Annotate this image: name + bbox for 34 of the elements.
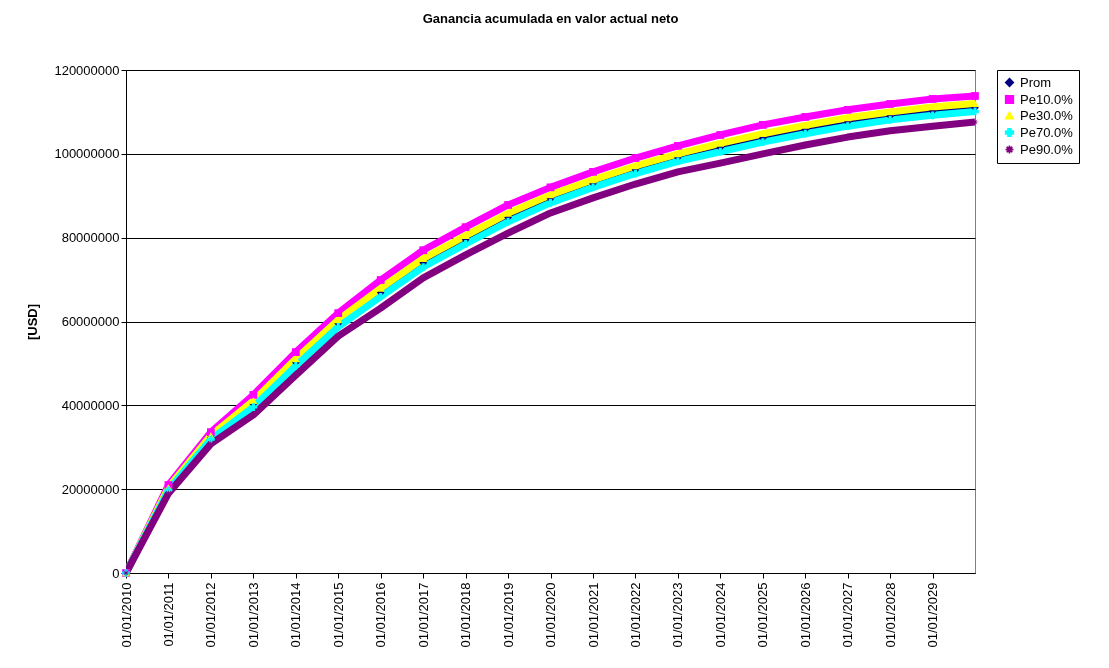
x-tick-label: 01/01/2025 — [755, 582, 771, 648]
y-tick-label: 60000000 — [61, 314, 120, 329]
legend-label: Pe30.0% — [1020, 107, 1074, 123]
x-tick-label: 01/01/2013 — [245, 582, 261, 648]
x-tick-label: 01/01/2019 — [500, 582, 516, 648]
y-axis-title: [USD] — [25, 303, 41, 341]
x-tick-label: 01/01/2029 — [925, 582, 941, 648]
legend-label: Pe90.0% — [1020, 141, 1074, 157]
chart-title: Ganancia acumulada en valor actual neto — [422, 11, 679, 26]
x-tick-label: 01/01/2015 — [330, 582, 346, 648]
x-tick-label: 01/01/2020 — [543, 582, 558, 648]
legend-label: Prom — [1020, 74, 1052, 90]
x-tick-label: 01/01/2017 — [415, 582, 431, 648]
x-tick-label: 01/01/2023 — [670, 582, 686, 648]
y-tick-label: 20000000 — [61, 481, 120, 497]
x-tick-label: 01/01/2028 — [882, 582, 898, 648]
x-tick-label: 01/01/2011 — [160, 582, 176, 647]
y-tick-label: 120000000 — [54, 62, 120, 78]
x-tick-label: 01/01/2012 — [203, 582, 219, 648]
x-tick-label: 01/01/2016 — [373, 582, 389, 648]
legend-label: Pe70.0% — [1020, 124, 1074, 140]
x-tick-label: 01/01/2021 — [585, 582, 601, 648]
x-tick-label: 01/01/2010 — [118, 582, 134, 648]
x-tick-label: 01/01/2022 — [627, 582, 643, 648]
y-tick-label: 0 — [112, 565, 120, 581]
y-tick-label: 40000000 — [61, 397, 120, 413]
x-tick-label: 01/01/2026 — [797, 582, 813, 648]
x-tick-label: 01/01/2018 — [458, 582, 474, 648]
legend-label: Pe10.0% — [1020, 91, 1074, 107]
y-tick-label: 100000000 — [54, 146, 120, 162]
y-tick-label: 80000000 — [61, 230, 120, 246]
x-tick-label: 01/01/2014 — [288, 582, 304, 648]
x-tick-label: 01/01/2024 — [712, 582, 728, 648]
x-tick-label: 01/01/2027 — [840, 582, 856, 648]
